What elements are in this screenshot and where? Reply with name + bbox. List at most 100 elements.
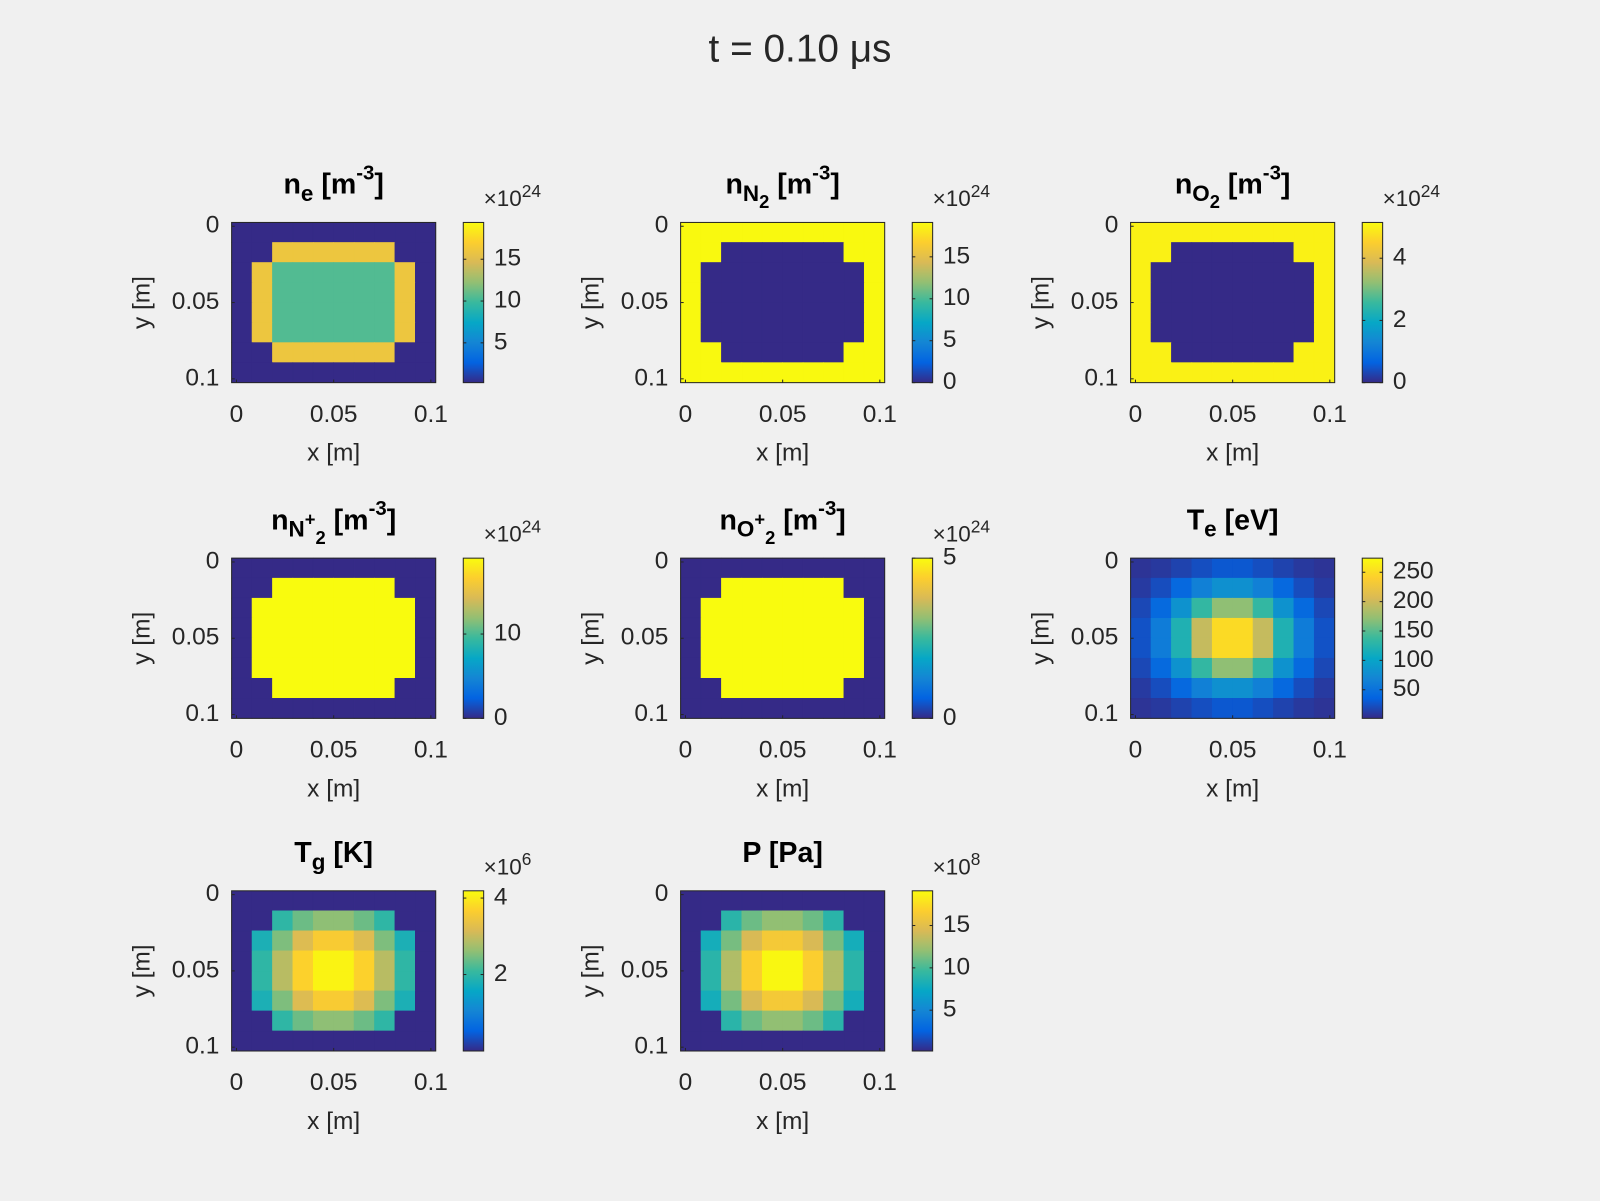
heatmap-cell	[802, 242, 824, 263]
colorbar-tick-label: 10	[494, 620, 521, 647]
heatmap-cell	[312, 698, 334, 719]
colorbar	[911, 890, 934, 1052]
x-axis-label: x [m]	[307, 1108, 360, 1135]
heatmap-cell	[1232, 342, 1254, 363]
heatmap-cell	[1150, 322, 1172, 343]
heatmap-cell	[802, 1010, 824, 1032]
heatmap-cell	[231, 617, 253, 639]
title-part: [m	[1220, 168, 1263, 200]
heatmap-cell	[721, 990, 743, 1012]
heatmap-cell	[312, 637, 334, 659]
heatmap-cell	[863, 890, 885, 912]
heatmap-cell	[1273, 698, 1295, 719]
heatmap-cell	[1293, 698, 1315, 719]
heatmap-cell	[782, 362, 804, 383]
heatmap-cell	[292, 930, 314, 952]
heatmap-cell	[802, 657, 824, 679]
heatmap-cell	[700, 557, 722, 579]
heatmap-cell	[1171, 342, 1193, 363]
title-part: N	[289, 517, 305, 542]
heatmap-cell	[415, 698, 437, 719]
heatmap-cell	[231, 282, 253, 303]
y-tick-label: 0.05	[172, 956, 220, 983]
heatmap-cell	[1130, 617, 1152, 639]
heatmap-cell	[1211, 342, 1233, 363]
heatmap-cell	[1252, 577, 1274, 599]
heatmap-cell	[1150, 677, 1172, 699]
heatmap-cell	[761, 657, 783, 679]
title-part: -3	[369, 499, 387, 521]
heatmap-cell	[700, 242, 722, 263]
heatmap-cell	[1150, 637, 1172, 659]
heatmap-cell	[272, 1030, 294, 1052]
heatmap-cell	[231, 1030, 253, 1052]
title-part: -3	[356, 163, 374, 185]
title-part: [m	[775, 504, 818, 536]
title-part: n	[1175, 168, 1192, 200]
heatmap-cell	[782, 617, 804, 639]
title-part: P [Pa]	[742, 837, 822, 869]
heatmap-cell	[1293, 302, 1315, 323]
heatmap-cell	[1252, 342, 1274, 363]
heatmap-cell	[415, 302, 437, 323]
heatmap-cell	[1150, 222, 1172, 243]
heatmap-cell	[843, 910, 865, 932]
colorbar-tick-label: 10	[494, 287, 521, 314]
subplot-title: nN2 [m-3]	[725, 163, 839, 212]
heatmap-cell	[312, 930, 334, 952]
heatmap-cell	[394, 322, 416, 343]
colorbar	[1361, 557, 1384, 719]
heatmap-cell	[292, 890, 314, 912]
heatmap-cell	[394, 637, 416, 659]
exponent-power: 8	[971, 849, 981, 869]
heatmap-cell	[1273, 637, 1295, 659]
heatmap-cell	[721, 242, 743, 263]
heatmap-cell	[761, 677, 783, 699]
heatmap-cell	[292, 677, 314, 699]
heatmap-cell	[802, 930, 824, 952]
heatmap-cell	[394, 657, 416, 679]
heatmap-cell	[782, 910, 804, 932]
heatmap-cell	[741, 342, 763, 363]
heatmap-cell	[394, 342, 416, 363]
heatmap-cell	[843, 677, 865, 699]
heatmap-cell	[1171, 282, 1193, 303]
heatmap-cell	[374, 342, 396, 363]
colorbar-tick-label: 5	[943, 544, 957, 571]
heatmap-cell	[680, 970, 702, 992]
heatmap-cell	[823, 890, 845, 912]
heatmap-cell	[272, 970, 294, 992]
heatmap-cell	[721, 910, 743, 932]
title-part: O	[1192, 181, 1209, 206]
heatmap-cell	[1130, 557, 1152, 579]
heatmap-cell	[1313, 637, 1335, 659]
heatmap-cell	[1130, 302, 1152, 323]
heatmap-cell	[700, 930, 722, 952]
heatmap-cell	[1313, 617, 1335, 639]
heatmap-cell	[1313, 698, 1335, 719]
x-tick-label: 0.05	[1209, 736, 1257, 763]
title-part: 2	[1210, 191, 1220, 212]
heatmap-cell	[1130, 262, 1152, 283]
heatmap-cell	[312, 970, 334, 992]
heatmap-cell	[1191, 557, 1213, 579]
heatmap-cell	[721, 222, 743, 243]
heatmap-cell	[843, 1030, 865, 1052]
heatmap-cell	[1191, 282, 1213, 303]
heatmap-cell	[721, 617, 743, 639]
heatmap-cell	[863, 597, 885, 619]
heatmap-cell	[741, 950, 763, 972]
heatmap-cell	[680, 557, 702, 579]
subplot-title: nN+2 [m-3]	[271, 499, 396, 548]
colorbar	[1361, 221, 1384, 384]
heatmap-cell	[231, 242, 253, 263]
heatmap-cell	[782, 950, 804, 972]
y-axis-label: y [m]	[128, 276, 155, 329]
heatmap-cell	[415, 637, 437, 659]
heatmap-cell	[231, 930, 253, 952]
heatmap-cell	[1211, 362, 1233, 383]
heatmap-cell	[782, 698, 804, 719]
heatmap-cell	[415, 970, 437, 992]
heatmap-cell	[353, 557, 375, 579]
heatmap-cell	[251, 362, 273, 383]
